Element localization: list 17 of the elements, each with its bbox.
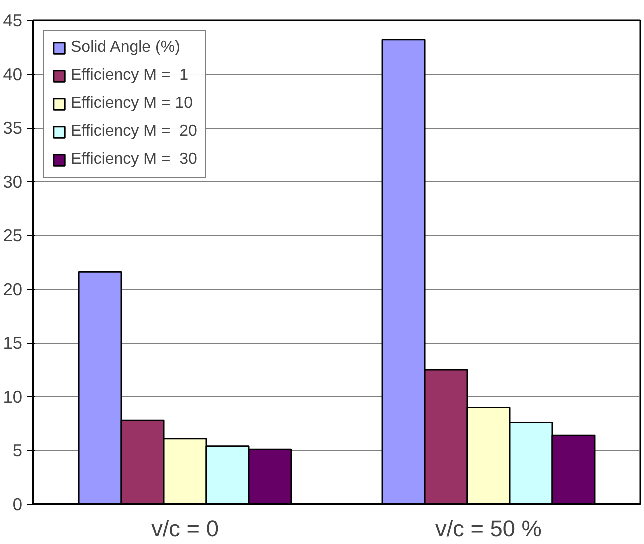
y-tick-label: 35 (3, 118, 23, 138)
y-tick-label: 30 (3, 172, 23, 192)
legend-label: Solid Angle (%) (71, 39, 180, 57)
legend-label: Efficiency M = 20 (71, 123, 198, 141)
legend-label: Efficiency M = 1 (71, 67, 189, 85)
y-tick-label: 40 (3, 64, 23, 84)
y-tick-label: 10 (3, 386, 23, 407)
legend-label: Efficiency M = 30 (71, 151, 198, 169)
x-tick-label: v/c = 50 % (436, 516, 542, 542)
y-tick-label: 0 (12, 494, 23, 514)
y-tick-label: 5 (12, 440, 23, 461)
y-tick-label: 20 (3, 279, 23, 300)
legend-label: Efficiency M = 10 (71, 95, 193, 113)
y-tick-label: 25 (3, 226, 23, 246)
y-tick-label: 15 (3, 333, 23, 354)
x-tick-label: v/c = 0 (152, 516, 219, 542)
y-tick-label: 45 (3, 10, 23, 30)
